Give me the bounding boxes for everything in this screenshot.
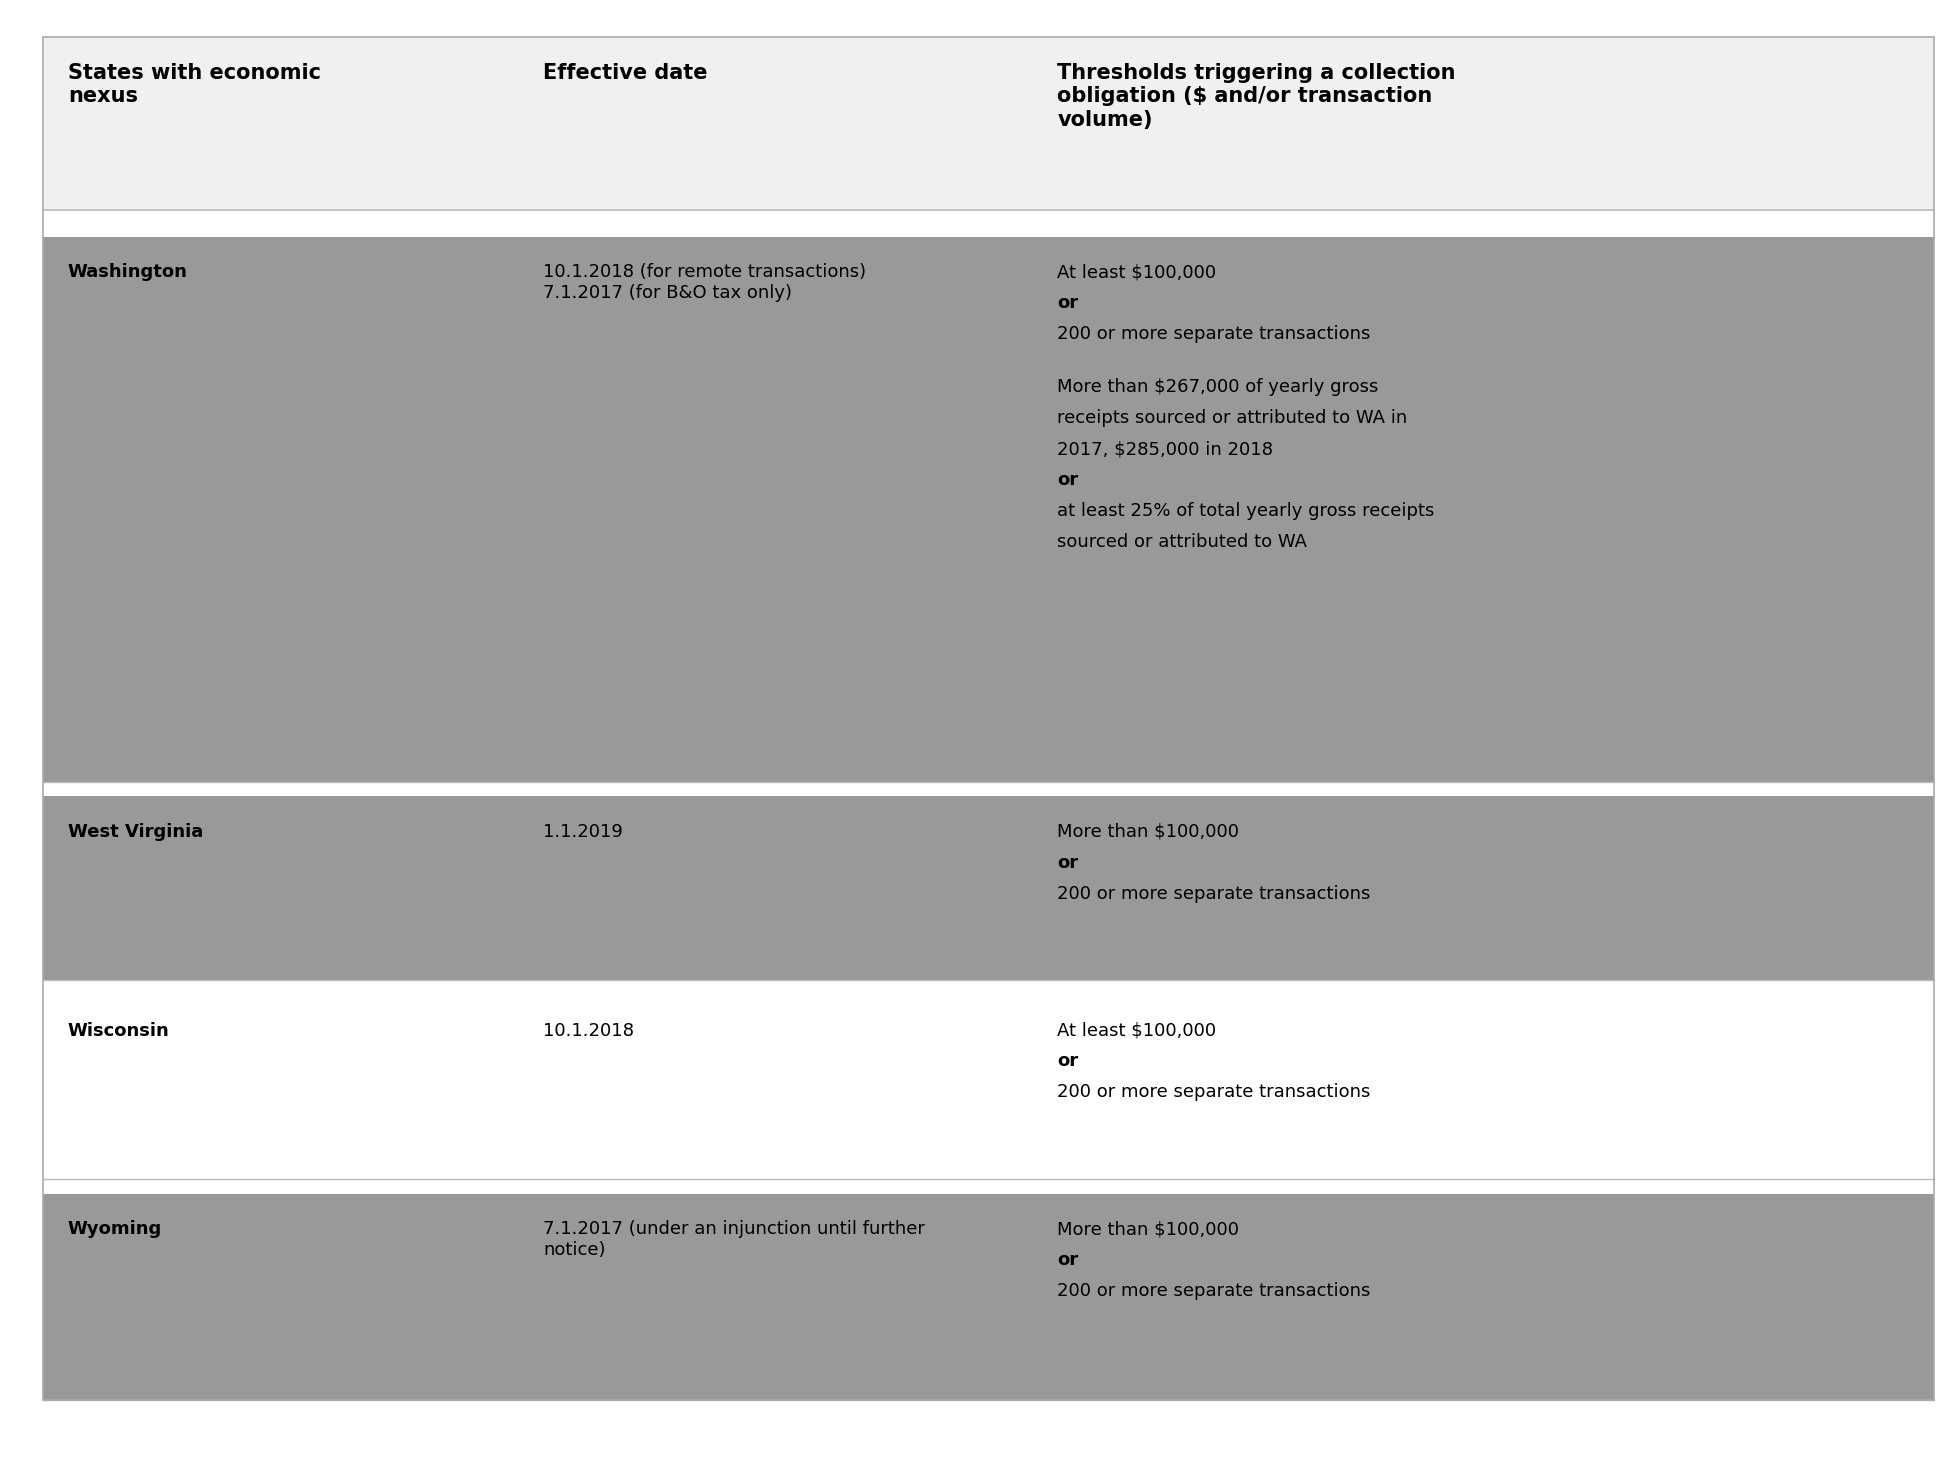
Text: 7.1.2017 (under an injunction until further
notice): 7.1.2017 (under an injunction until furt… (543, 1220, 925, 1259)
Text: Wisconsin: Wisconsin (68, 1022, 169, 1039)
Text: at least 25% of total yearly gross receipts: at least 25% of total yearly gross recei… (1057, 502, 1435, 520)
Text: or: or (1057, 471, 1078, 489)
Text: or: or (1057, 1251, 1078, 1269)
Text: More than $100,000: More than $100,000 (1057, 823, 1239, 841)
Text: receipts sourced or attributed to WA in: receipts sourced or attributed to WA in (1057, 409, 1408, 427)
Text: Effective date: Effective date (543, 63, 708, 84)
Bar (43, 995, 1933, 1179)
Text: States with economic
nexus: States with economic nexus (68, 63, 320, 106)
Text: West Virginia: West Virginia (68, 823, 204, 841)
Bar (43, 37, 1933, 210)
Bar (43, 1194, 1933, 1400)
Text: 200 or more separate transactions: 200 or more separate transactions (1057, 1282, 1371, 1300)
Text: 10.1.2018 (for remote transactions)
7.1.2017 (for B&O tax only): 10.1.2018 (for remote transactions) 7.1.… (543, 263, 867, 302)
Bar (43, 237, 1933, 782)
Text: More than $267,000 of yearly gross: More than $267,000 of yearly gross (1057, 378, 1379, 396)
Text: 200 or more separate transactions: 200 or more separate transactions (1057, 1083, 1371, 1101)
Text: 200 or more separate transactions: 200 or more separate transactions (1057, 325, 1371, 343)
Text: 1.1.2019: 1.1.2019 (543, 823, 622, 841)
Bar (43, 796, 1933, 980)
Text: More than $100,000: More than $100,000 (1057, 1220, 1239, 1238)
Text: Thresholds triggering a collection
obligation ($ and/or transaction
volume): Thresholds triggering a collection oblig… (1057, 63, 1454, 130)
Text: or: or (1057, 854, 1078, 871)
Text: 200 or more separate transactions: 200 or more separate transactions (1057, 885, 1371, 902)
Text: sourced or attributed to WA: sourced or attributed to WA (1057, 533, 1307, 551)
Text: Washington: Washington (68, 263, 188, 281)
Text: 10.1.2018: 10.1.2018 (543, 1022, 634, 1039)
Text: At least $100,000: At least $100,000 (1057, 263, 1216, 281)
Text: Wyoming: Wyoming (68, 1220, 163, 1238)
Text: At least $100,000: At least $100,000 (1057, 1022, 1216, 1039)
Text: or: or (1057, 294, 1078, 312)
Text: 2017, $285,000 in 2018: 2017, $285,000 in 2018 (1057, 440, 1272, 458)
Text: or: or (1057, 1052, 1078, 1070)
